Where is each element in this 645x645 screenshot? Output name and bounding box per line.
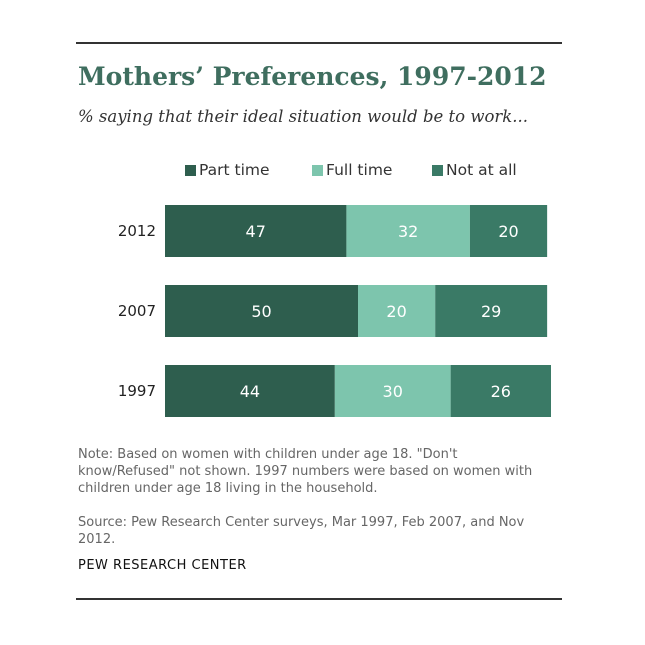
legend-label-not-at-all: Not at all: [446, 161, 517, 179]
bar-2007-full-time: [358, 285, 436, 337]
chart-note: Note: Based on women with children under…: [78, 447, 533, 496]
bar-2007-not-at-all: [435, 285, 548, 337]
data-label-2012-part-time: 47: [246, 222, 266, 241]
category-label-2007: 2007: [118, 302, 156, 320]
bar-1997-full-time: [334, 365, 451, 417]
chart-source: Source: Pew Research Center surveys, Mar…: [78, 515, 525, 547]
top-rule: [76, 42, 562, 44]
chart-subtitle: % saying that their ideal situation woul…: [78, 107, 529, 126]
data-label-2007-not-at-all: 29: [481, 302, 501, 321]
legend-swatch-not-at-all: [432, 164, 443, 176]
legend-swatch-part-time: [185, 164, 196, 176]
legend-item-not-at-all: Not at all: [432, 161, 517, 179]
legend-label-part-time: Part time: [199, 161, 270, 179]
bar-2012-part-time: [165, 205, 347, 257]
bar-2007-part-time: [165, 285, 358, 337]
data-label-2007-full-time: 20: [386, 302, 406, 321]
data-label-2012-not-at-all: 20: [498, 222, 518, 241]
data-label-1997-part-time: 44: [240, 382, 260, 401]
data-label-1997-full-time: 30: [383, 382, 403, 401]
data-label-2012-full-time: 32: [398, 222, 418, 241]
bar-1997-part-time: [165, 365, 335, 417]
data-label-1997-not-at-all: 26: [491, 382, 511, 401]
legend-item-full-time: Full time: [312, 161, 392, 179]
category-label-1997: 1997: [118, 382, 156, 400]
category-label-2012: 2012: [118, 222, 156, 240]
legend-item-part-time: Part time: [185, 161, 270, 179]
bottom-rule: [76, 598, 562, 600]
brand-label: PEW RESEARCH CENTER: [78, 558, 247, 573]
bar-2012-full-time: [346, 205, 470, 257]
chart-title: Mothers’ Preferences, 1997-2012: [78, 62, 547, 91]
legend-swatch-full-time: [312, 164, 323, 176]
bar-1997-not-at-all: [450, 365, 551, 417]
bar-2012-not-at-all: [469, 205, 548, 257]
data-label-2007-part-time: 50: [251, 302, 271, 321]
legend-label-full-time: Full time: [326, 161, 393, 179]
